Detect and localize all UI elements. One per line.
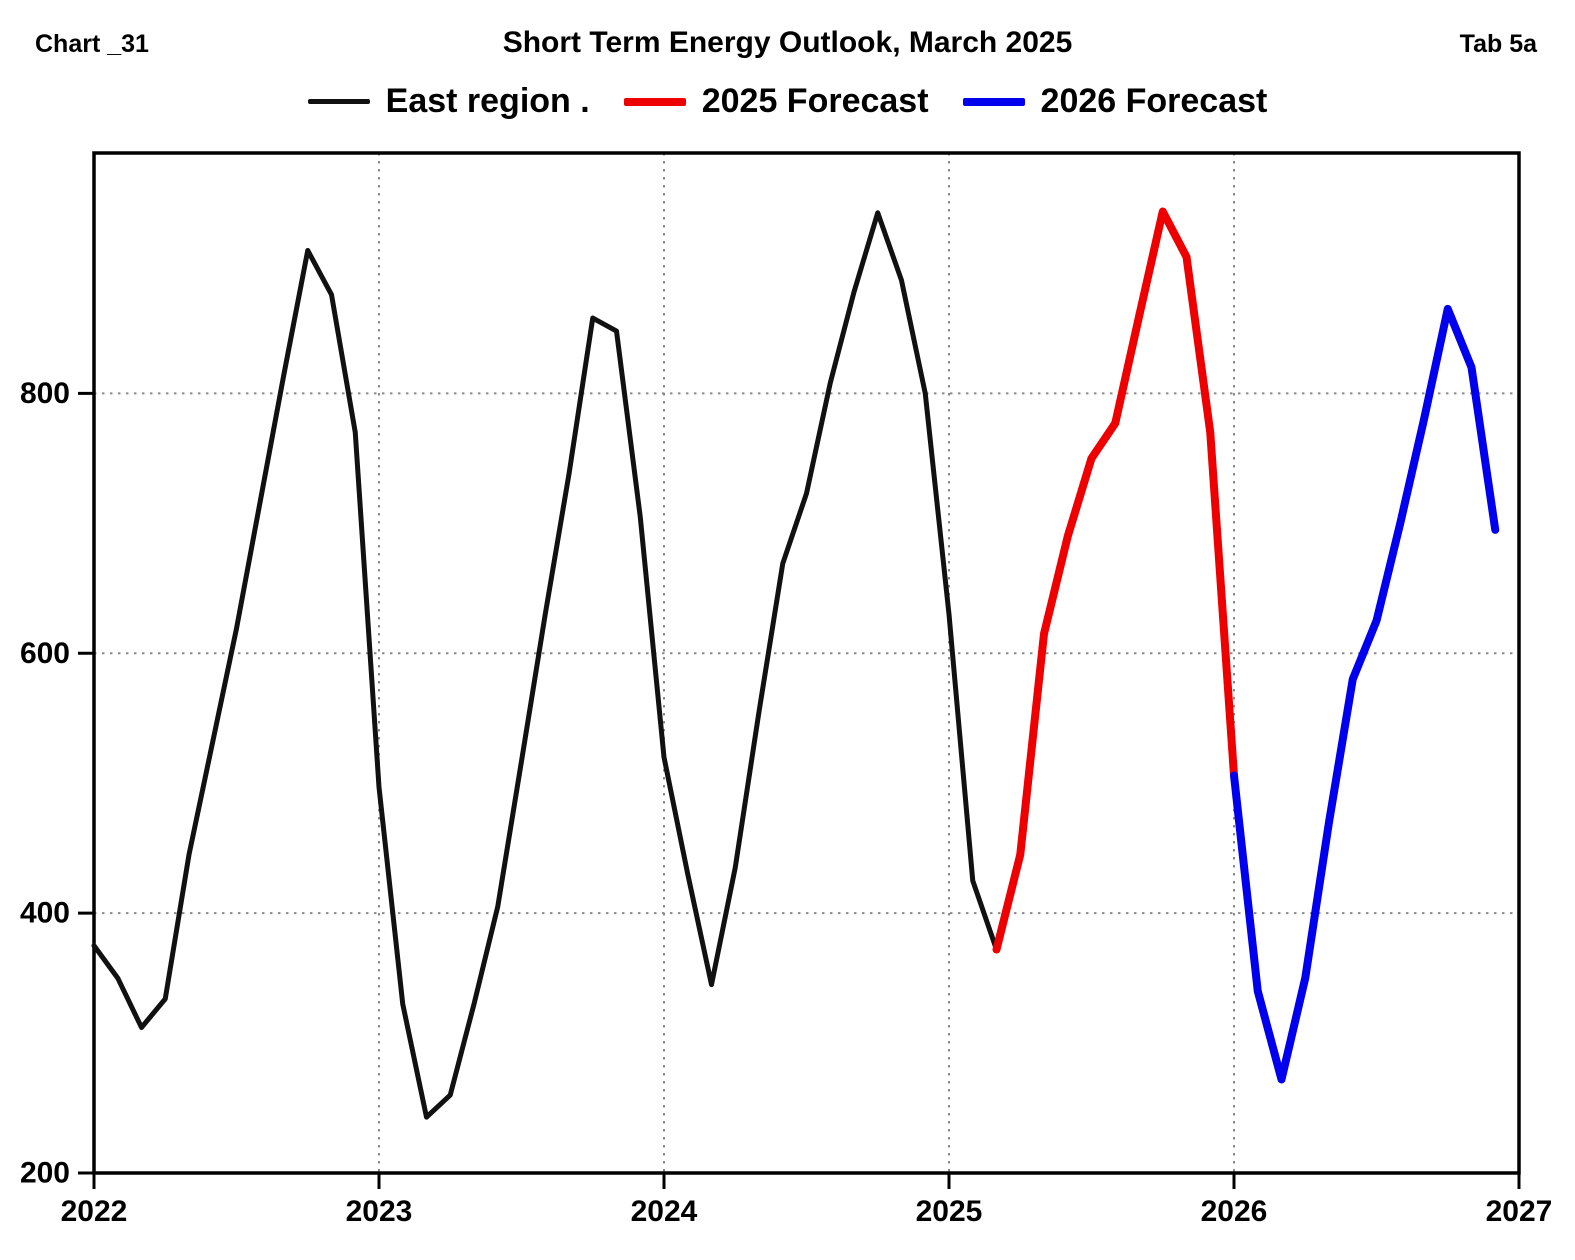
x-tick-label-2023: 2023 — [346, 1195, 413, 1228]
legend-label-2025-forecast: 2025 Forecast — [701, 82, 929, 120]
legend-item-2025-forecast: 2025 Forecast — [623, 82, 929, 121]
x-tick-label-2026: 2026 — [1201, 1195, 1268, 1228]
legend-line-icon-east-region — [307, 99, 370, 104]
plot-frame — [92, 151, 1521, 1175]
legend-item-2026-forecast: 2026 Forecast — [962, 82, 1268, 121]
x-tick-label-2022: 2022 — [61, 1195, 128, 1228]
x-tick-label-2024: 2024 — [631, 1195, 698, 1228]
legend-line-icon-2026-forecast — [962, 97, 1025, 106]
page-title: Short Term Energy Outlook, March 2025 — [502, 26, 1073, 59]
legend-label-east-region: East region . — [385, 82, 590, 120]
legend-item-east-region: East region . — [307, 82, 590, 121]
legend-label-2026-forecast: 2026 Forecast — [1040, 82, 1268, 120]
y-tick-label-400: 400 — [20, 897, 70, 930]
legend-line-icon-2025-forecast — [623, 97, 686, 106]
y-tick-label-200: 200 — [20, 1157, 70, 1190]
series-2026-forecast — [1230, 304, 1500, 1084]
y-tick-label-800: 800 — [20, 377, 70, 410]
x-tick-label-2025: 2025 — [916, 1195, 983, 1228]
y-tick-label-600: 600 — [20, 637, 70, 670]
series-2025-forecast — [992, 207, 1238, 954]
chart-label: Chart _31 — [35, 30, 149, 58]
legend: East region . 2025 Forecast 2026 Forecast — [0, 82, 1575, 121]
series-east-region — [91, 210, 999, 1120]
x-tick-label-2027: 2027 — [1486, 1195, 1553, 1228]
tab-label: Tab 5a — [1459, 30, 1537, 58]
